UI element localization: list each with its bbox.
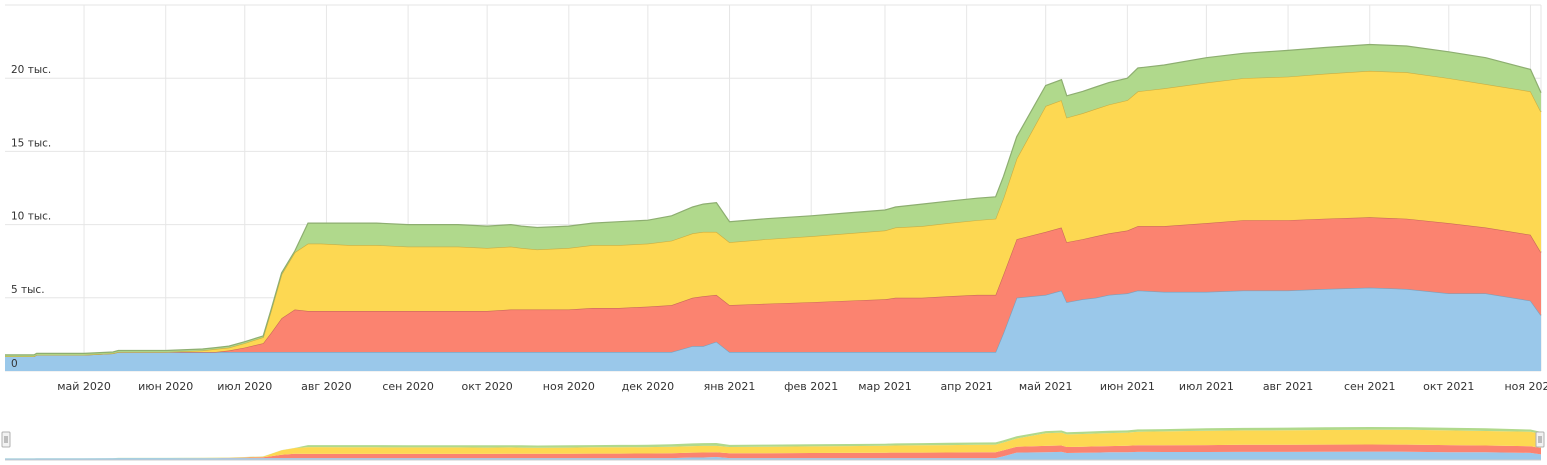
x-axis: май 2020 июн 2020 июл 2020 авг 2020 сен 2020… — [57, 380, 1547, 393]
x-tick-label-6: ноя 2020 — [543, 380, 595, 393]
x-tick-label-15: авг 2021 — [1263, 380, 1314, 393]
navigator-area-series-0 — [5, 451, 1541, 460]
x-tick-label-17: окт 2021 — [1423, 380, 1474, 393]
navigator-area-series-1 — [5, 444, 1541, 459]
x-tick-label-18: ноя 2021 — [1504, 380, 1547, 393]
main-area-series-0 — [5, 287, 1541, 371]
x-tick-label-9: фев 2021 — [784, 380, 838, 393]
main-area-series-2 — [5, 70, 1541, 357]
navigator[interactable] — [1, 427, 1545, 461]
main-area-series-1 — [5, 217, 1541, 357]
y-tick-label-0: 0 — [11, 358, 18, 370]
y-axis: 0 5 тыс. 10 тыс. 15 тыс. 20 тыс. — [11, 64, 51, 370]
x-tick-label-4: сен 2020 — [382, 380, 434, 393]
x-tick-label-5: окт 2020 — [462, 380, 513, 393]
navigator-area-series-2 — [5, 429, 1541, 459]
x-tick-label-16: сен 2021 — [1344, 380, 1396, 393]
main-line-series-3 — [5, 43, 1542, 356]
y-tick-label-4: 20 тыс. — [11, 64, 51, 76]
x-tick-label-2: июл 2020 — [217, 380, 272, 393]
x-tick-label-1: июн 2020 — [138, 380, 193, 393]
y-tick-label-2: 10 тыс. — [11, 211, 51, 223]
x-tick-label-7: дек 2020 — [622, 380, 675, 393]
x-tick-label-3: авг 2020 — [301, 380, 352, 393]
y-tick-label-1: 5 тыс. — [11, 284, 45, 296]
x-tick-label-11: апр 2021 — [940, 380, 992, 393]
x-tick-label-14: июл 2021 — [1179, 380, 1234, 393]
y-tick-label-3: 15 тыс. — [11, 137, 51, 149]
navigator-areas — [5, 427, 1541, 461]
plot-areas — [5, 43, 1542, 371]
x-tick-label-12: май 2021 — [1019, 380, 1073, 393]
x-tick-label-10: мар 2021 — [858, 380, 912, 393]
x-tick-label-13: июн 2021 — [1100, 380, 1155, 393]
navigator-handle-right[interactable] — [1535, 431, 1545, 448]
x-tick-label-0: май 2020 — [57, 380, 111, 393]
navigator-handle-left[interactable] — [1, 431, 11, 448]
x-tick-label-8: янв 2021 — [704, 380, 756, 393]
